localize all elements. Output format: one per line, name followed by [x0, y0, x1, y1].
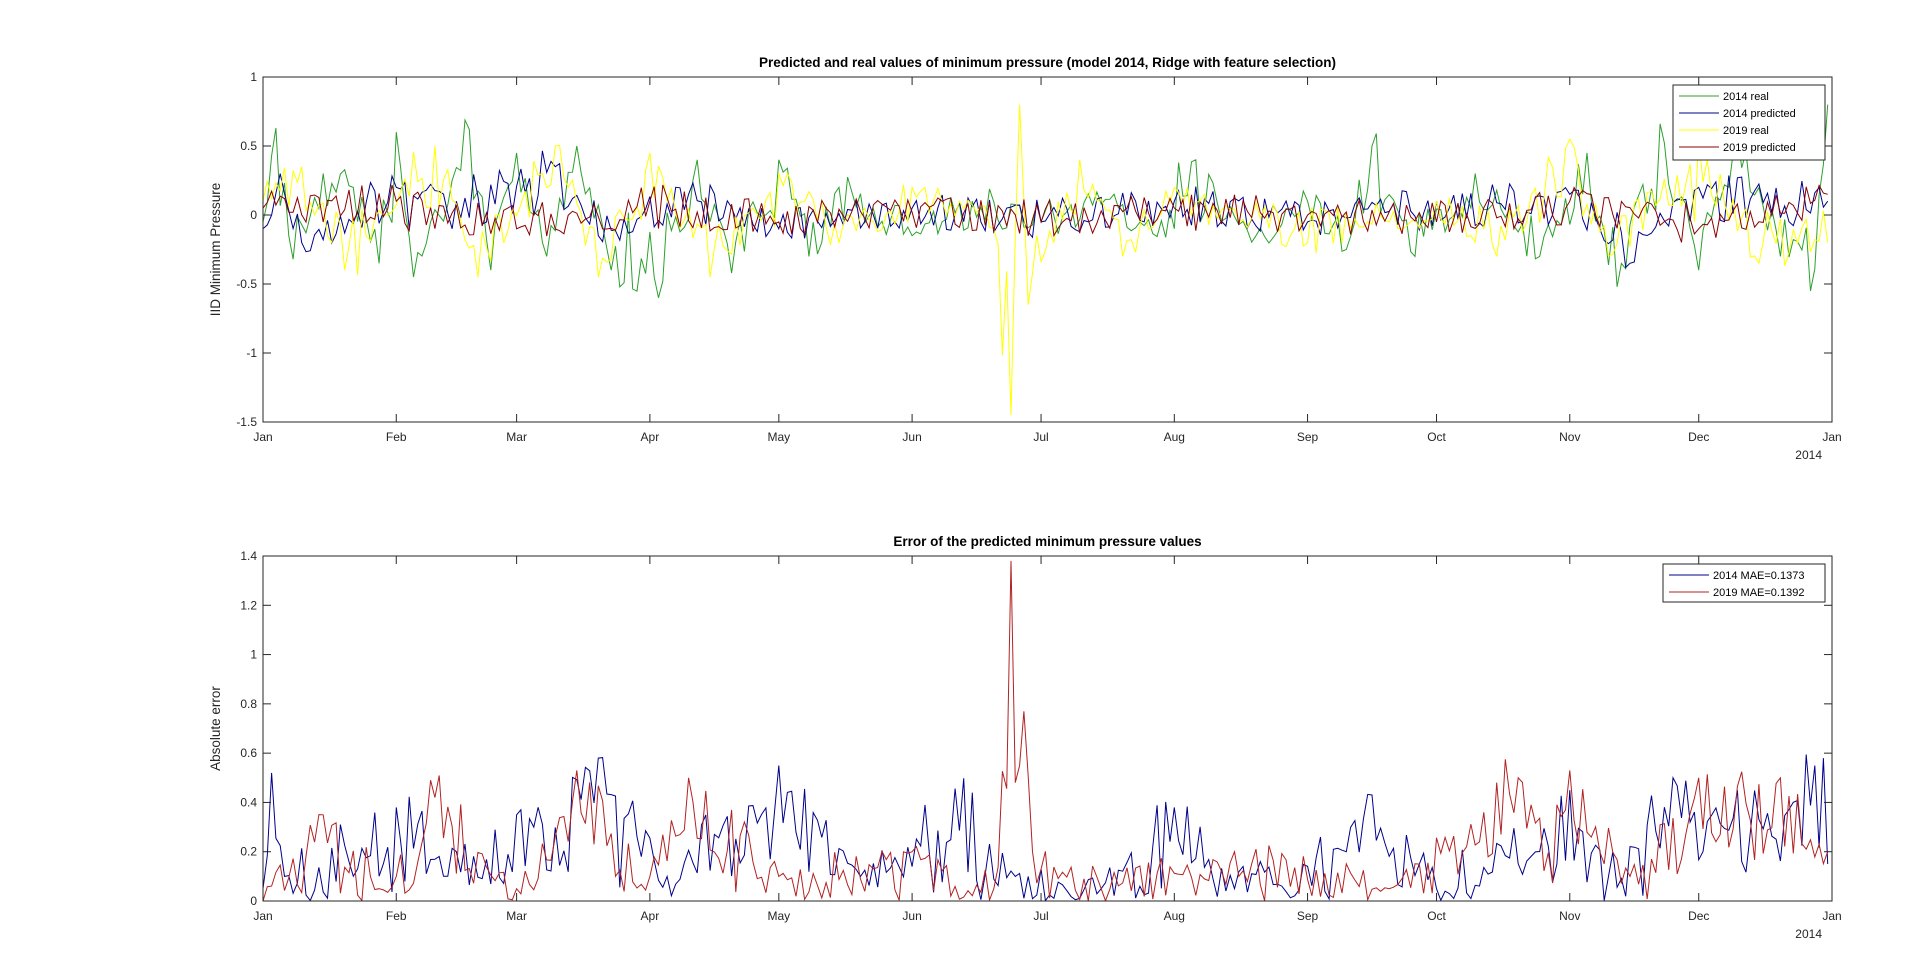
y-tick-label: 0.6: [240, 746, 257, 760]
y-tick-label: -1: [246, 346, 257, 360]
x-tick-label: Nov: [1559, 909, 1580, 923]
x-tick-label: Sep: [1297, 909, 1319, 923]
x-tick-label: Feb: [386, 909, 407, 923]
x-tick-label: Nov: [1559, 430, 1580, 444]
y-axis-label: IID Minimum Pressure: [208, 183, 223, 317]
x-year-label: 2014: [1795, 448, 1822, 462]
x-tick-label: May: [767, 430, 790, 444]
x-tick-label: Dec: [1688, 430, 1709, 444]
axes-box: [262, 76, 1833, 423]
x-year-label: 2014: [1795, 927, 1822, 941]
x-tick-label: Dec: [1688, 909, 1709, 923]
legend-label: 2019 real: [1723, 125, 1769, 137]
chart-title: Error of the predicted minimum pressure …: [893, 534, 1201, 549]
x-tick-label: Jan: [253, 430, 272, 444]
legend: 2014 real 2014 predicted 2019 real 2019 pre…: [1672, 84, 1826, 161]
y-tick-label: 0: [250, 894, 257, 908]
y-tick-label: -1.5: [236, 415, 257, 429]
x-tick-label: Jan: [253, 909, 272, 923]
series-line-1: [263, 754, 1829, 901]
x-tick-label: Jan: [1822, 909, 1841, 923]
axes-box: [262, 555, 1833, 902]
legend-label: 2014 MAE=0.1373: [1713, 570, 1804, 582]
y-tick-label: 0.8: [240, 697, 257, 711]
x-tick-label: May: [767, 909, 790, 923]
x-tick-label: Apr: [641, 430, 660, 444]
legend-label: 2014 predicted: [1723, 108, 1796, 120]
y-tick-label: 1.4: [240, 549, 257, 563]
chart-title: Predicted and real values of minimum pre…: [759, 55, 1336, 70]
y-tick-label: 1.2: [240, 598, 257, 612]
x-tick-label: Jun: [902, 430, 921, 444]
x-tick-label: Feb: [386, 430, 407, 444]
y-tick-label: 0.4: [240, 795, 257, 809]
x-tick-label: Jul: [1033, 909, 1048, 923]
series-line-3: [263, 104, 1829, 416]
legend-label: 2014 real: [1723, 91, 1769, 103]
x-tick-label: Mar: [506, 909, 527, 923]
y-tick-label: 0: [250, 208, 257, 222]
legend-box: [1662, 563, 1826, 603]
y-axis-label: Absolute error: [208, 686, 223, 771]
y-tick-label: 0.2: [240, 845, 257, 859]
legend-label: 2019 predicted: [1723, 142, 1796, 154]
y-tick-label: 0.5: [240, 139, 257, 153]
bottom-axes: 0 0.2 0.4 0.6 0.8 1 1.2 1.4 Jan Feb Mar Apr May Jun Ju…: [208, 534, 1842, 941]
x-tick-label: Mar: [506, 430, 527, 444]
series-line-2: [263, 150, 1829, 269]
x-tick-label: Aug: [1164, 430, 1185, 444]
legend: 2014 MAE=0.1373 2019 MAE=0.1392: [1662, 563, 1826, 603]
x-tick-label: Oct: [1427, 430, 1446, 444]
series-line-2: [263, 560, 1829, 901]
top-axes: -1.5 -1 -0.5 0 0.5 1 Jan Feb Mar Apr May Jun Jul Aug S…: [208, 55, 1842, 462]
x-tick-label: Apr: [641, 909, 660, 923]
x-tick-label: Sep: [1297, 430, 1319, 444]
y-tick-label: 1: [250, 70, 257, 84]
y-tick-label: 1: [250, 648, 257, 662]
legend-label: 2019 MAE=0.1392: [1713, 587, 1804, 599]
x-tick-label: Aug: [1164, 909, 1185, 923]
series-line-4: [263, 184, 1828, 243]
x-tick-label: Oct: [1427, 909, 1446, 923]
y-tick-label: -0.5: [236, 277, 257, 291]
x-tick-label: Jan: [1822, 430, 1841, 444]
x-tick-label: Jun: [902, 909, 921, 923]
x-tick-label: Jul: [1033, 430, 1048, 444]
